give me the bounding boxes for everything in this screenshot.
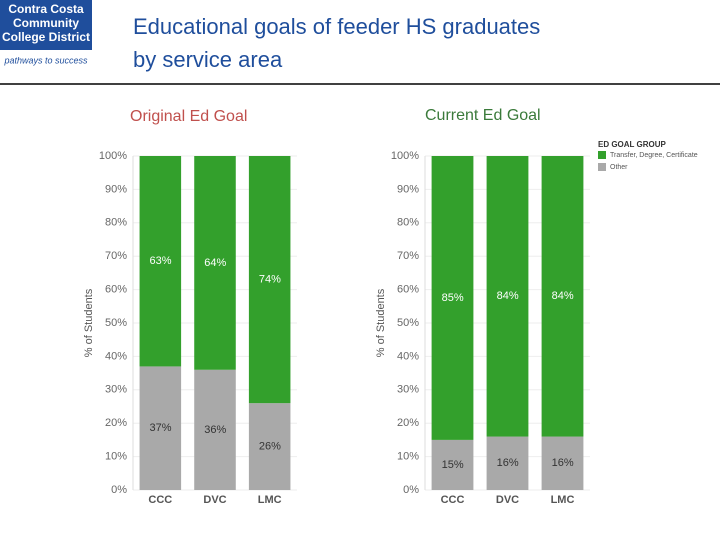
bar-segment [541,156,584,437]
y-tick-label: 70% [397,250,419,262]
value-label: 63% [150,255,172,267]
y-tick-label: 30% [105,384,127,396]
value-label: 16% [552,457,574,469]
logo-text: College District [2,30,90,44]
value-label: 74% [259,273,281,285]
y-tick-label: 0% [111,484,127,496]
logo-text: Contra Costa [8,2,84,16]
bar-segment [486,156,529,437]
value-label: 36% [204,424,226,436]
bar-segment [431,156,474,440]
legend-label: Transfer, Degree, Certificate [610,152,698,159]
y-tick-label: 50% [397,317,419,329]
x-tick-label: CCC [441,494,465,506]
y-axis-title: % of Students [83,288,95,357]
y-tick-label: 0% [403,484,419,496]
bar-segment [486,436,529,490]
y-axis-title: % of Students [375,288,387,357]
y-tick-label: 40% [105,350,127,362]
value-label: 64% [204,257,226,269]
bar-segment [431,439,474,490]
x-tick-label: LMC [551,494,575,506]
y-tick-label: 50% [105,317,127,329]
bar-segment [194,156,236,370]
y-tick-label: 70% [105,250,127,262]
y-tick-label: 10% [105,451,127,463]
y-tick-label: 100% [391,150,419,162]
slide-title: by service area [133,47,283,72]
x-tick-label: CCC [148,494,172,506]
value-label: 84% [552,290,574,302]
x-tick-label: LMC [258,494,282,506]
bar-segment [248,403,291,490]
y-tick-label: 60% [397,284,419,296]
bar-segment [139,366,182,490]
y-tick-label: 20% [105,417,127,429]
y-tick-label: 20% [397,417,419,429]
bar-segment [194,369,236,490]
logo-text: Community [13,16,79,30]
bar-segment [139,156,182,367]
legend-swatch [598,151,606,159]
y-tick-label: 80% [105,217,127,229]
value-label: 85% [442,292,464,304]
value-label: 37% [150,422,172,434]
slide-title: Educational goals of feeder HS graduates [133,14,540,39]
legend-label: Other [610,164,628,171]
y-tick-label: 90% [397,183,419,195]
y-tick-label: 40% [397,350,419,362]
logo-box [0,0,92,50]
y-tick-label: 80% [397,217,419,229]
value-label: 84% [497,290,519,302]
x-tick-label: DVC [203,494,226,506]
logo-tagline: pathways to success [3,55,88,65]
legend-title: ED GOAL GROUP [598,140,667,149]
y-tick-label: 30% [397,384,419,396]
chart-title: Original Ed Goal [130,108,247,125]
value-label: 26% [259,440,281,452]
value-label: 15% [442,459,464,471]
y-tick-label: 10% [397,451,419,463]
y-tick-label: 90% [105,183,127,195]
value-label: 16% [497,457,519,469]
bar-segment [248,156,291,404]
chart-title: Current Ed Goal [425,107,541,124]
y-tick-label: 100% [99,150,127,162]
legend-swatch [598,163,606,171]
y-tick-label: 60% [105,284,127,296]
bar-segment [541,436,584,490]
x-tick-label: DVC [496,494,519,506]
